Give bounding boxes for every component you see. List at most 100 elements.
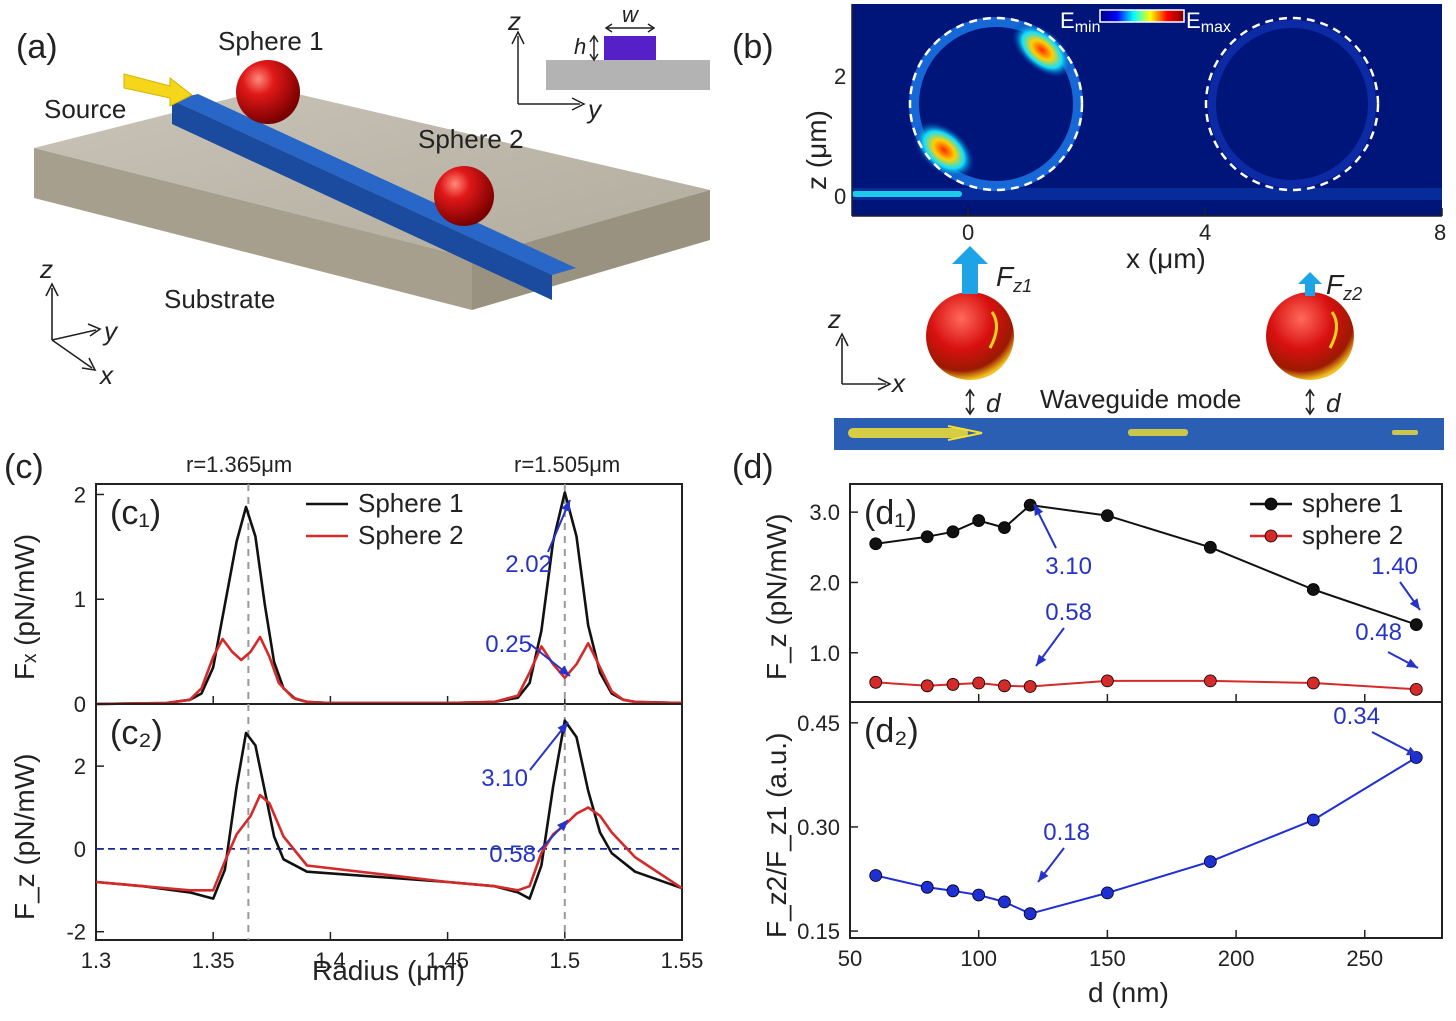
substrate-front <box>34 148 472 310</box>
field-ylabel: z (μm) <box>801 110 832 190</box>
field-hotspot-2 <box>1011 22 1073 78</box>
d1-annotation: 0.58 <box>1045 599 1092 626</box>
field-hotspot-1 <box>913 121 975 179</box>
d1-annotation-arrowhead <box>1409 598 1420 610</box>
panel-a-axes <box>45 282 102 372</box>
sphere-1-label: Sphere 1 <box>218 26 324 56</box>
c2-xtick-label: 1.35 <box>192 948 235 973</box>
d1-point <box>1203 540 1217 554</box>
panel-b: (b) Emin Emax 0 4 8 0 2 x (μm) z (μm) <box>732 4 1446 450</box>
c1-legend-label: Sphere 1 <box>358 488 464 518</box>
sphere-2-label: Sphere 2 <box>418 124 524 154</box>
c2-frame <box>95 703 683 941</box>
d1-series-2 <box>875 679 1417 691</box>
d2-ylabel: F_z2/F_z1 (a.u.) <box>761 733 792 938</box>
d1-ylabel: F_z (pN/mW) <box>761 514 792 680</box>
c-top-label-2: r=1.505μm <box>514 452 620 477</box>
d1-annotation: 0.48 <box>1355 619 1402 646</box>
d-xlabel: d (nm) <box>1088 977 1169 1008</box>
d2-ytick-label: 0.15 <box>797 919 840 944</box>
field-ytick-1: 2 <box>834 64 846 89</box>
schematic-z-label: z <box>827 304 841 334</box>
d1-point <box>972 514 986 527</box>
d2-ytick-label: 0.30 <box>797 815 840 840</box>
d1-legend-marker <box>1264 529 1278 543</box>
d2-xtick-label: 250 <box>1346 946 1383 971</box>
d1-ytick-label: 3.0 <box>809 500 840 525</box>
axis-y-label: y <box>102 316 119 346</box>
field-ring-1 <box>909 17 1083 191</box>
d1-sublabel: (d₁) <box>864 494 917 532</box>
c2-ylabel: F_z (pN/mW) <box>9 754 40 920</box>
guided-arrow-1 <box>947 425 983 441</box>
axis-x-label: x <box>98 360 114 390</box>
d1-point <box>946 525 960 539</box>
colorbar-min-label: Emin <box>1060 8 1100 36</box>
c2-xtick-label: 1.45 <box>426 948 469 973</box>
schematic-sphere-2-icon <box>1266 292 1354 380</box>
d1-legend-label: sphere 1 <box>1302 488 1403 518</box>
d2-point <box>1306 813 1320 827</box>
d2-frame <box>849 701 1443 939</box>
d1-annotation: 3.10 <box>1045 553 1092 580</box>
cross-section-inset: w h z y <box>507 2 710 124</box>
d1-point <box>869 537 883 551</box>
c2-ytick-label: -2 <box>66 920 86 945</box>
field-ring-2 <box>1208 20 1376 188</box>
force-arrow-2-shaft <box>1305 282 1315 296</box>
d1-annotation-arrowhead <box>1034 504 1044 516</box>
c2-series-2 <box>95 793 683 892</box>
schematic-x-label: x <box>890 368 906 398</box>
gap-d-label-2: d <box>1326 388 1342 418</box>
c2-annotation: 0.58 <box>489 841 536 868</box>
c2-annotation-arrowhead <box>557 722 568 734</box>
schematic-sphere-1-icon <box>926 292 1014 380</box>
d2-sublabel: (d₂) <box>864 712 919 750</box>
d1-point <box>920 679 934 693</box>
d1-legend-label: sphere 2 <box>1302 520 1403 550</box>
d1-annotation-arrowhead <box>1036 654 1047 666</box>
source-arrow-icon <box>123 73 193 107</box>
c1-annotation-arrowhead <box>561 500 570 512</box>
sphere-1-outline <box>908 16 1084 192</box>
field-xtick-2: 8 <box>1434 220 1446 245</box>
c1-annotation: 2.02 <box>505 551 552 578</box>
c1-sublabel: (c₁) <box>110 494 161 532</box>
d1-annotation: 1.40 <box>1371 553 1418 580</box>
guided-light-3 <box>1392 430 1418 435</box>
d1-point <box>1100 509 1114 523</box>
d2-point <box>1023 907 1037 921</box>
d1-point <box>1023 498 1037 512</box>
d1-ytick-label: 2.0 <box>809 570 840 595</box>
panel-b-letter: (b) <box>732 28 774 66</box>
c2-xtick-label: 1.3 <box>81 948 112 973</box>
d1-series-1 <box>875 504 1417 626</box>
d1-point <box>998 521 1011 534</box>
c2-annotation: 3.10 <box>481 765 528 792</box>
c1-ylabel: Fₓ (pN/mW) <box>9 534 40 680</box>
d1-point <box>1023 680 1037 693</box>
panel-d-letter: (d) <box>732 448 774 486</box>
d1-point <box>1203 674 1217 688</box>
c-top-label-1: r=1.365μm <box>186 452 292 477</box>
d1-point <box>869 675 883 689</box>
force-arrow-1-shaft <box>962 262 978 294</box>
sphere-1-icon <box>236 60 300 124</box>
inset-y-label: y <box>586 94 603 124</box>
guided-light-1 <box>848 428 968 438</box>
field-map <box>852 4 1442 216</box>
d2-point <box>998 895 1011 909</box>
d2-ytick-label: 0.45 <box>797 711 840 736</box>
substrate-label: Substrate <box>164 284 275 314</box>
panel-a-letter: (a) <box>16 28 58 66</box>
d1-point <box>920 530 934 544</box>
d1-point <box>972 676 986 690</box>
d2-annotation-arrowhead <box>1406 746 1418 756</box>
c2-ytick-label: 0 <box>74 837 86 862</box>
c1-ytick-label: 2 <box>74 482 86 507</box>
field-xlabel: x (μm) <box>1126 243 1206 274</box>
d2-point <box>1100 886 1114 900</box>
